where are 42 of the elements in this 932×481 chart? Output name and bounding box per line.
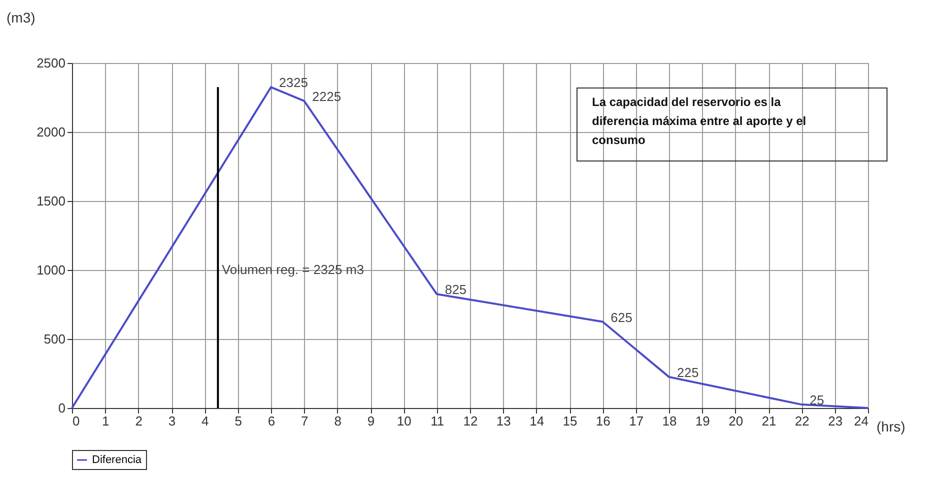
y-tick-label: 2000 xyxy=(36,124,66,140)
x-tick-label: 17 xyxy=(629,414,644,428)
data-label: 225 xyxy=(677,364,699,380)
data-label: 625 xyxy=(610,310,632,325)
data-label: 2325 xyxy=(279,75,308,90)
y-tick-label: 0 xyxy=(58,400,66,416)
x-tick-label: 5 xyxy=(234,414,242,428)
x-tick-label: 15 xyxy=(562,414,578,428)
y-tick-label: 1500 xyxy=(36,194,66,208)
x-tick-label: 7 xyxy=(301,414,308,428)
y-axis-title: (m3) xyxy=(6,10,36,26)
y-tick-label: 2500 xyxy=(36,56,66,70)
x-tick-label: 18 xyxy=(662,414,677,428)
x-tick-label: 19 xyxy=(695,414,710,428)
annotation: La capacidad del reservorio es la diferencia máxima entre al aporte y el consumo xyxy=(592,95,806,147)
x-tick-label: 2 xyxy=(135,414,142,428)
x-tick-label: 23 xyxy=(828,414,843,428)
x-tick-label: 16 xyxy=(596,414,610,428)
x-tick-label: 11 xyxy=(430,414,444,428)
x-tick-label: 0 xyxy=(72,414,80,428)
x-tick-label: 14 xyxy=(530,414,544,428)
x-tick-label: 8 xyxy=(334,414,342,428)
x-tick-label: 13 xyxy=(496,414,511,428)
y-tick-label: 500 xyxy=(44,332,66,346)
x-axis-title: (hrs) xyxy=(876,418,906,434)
annotation: Volumen reg. = 2325 m3 xyxy=(222,262,364,277)
y-tick-label: 1000 xyxy=(36,262,66,278)
x-tick-label: 4 xyxy=(202,414,209,428)
legend-label: Diferencia xyxy=(92,454,142,466)
x-tick-label: 22 xyxy=(794,414,810,428)
x-tick-label: 21 xyxy=(762,414,776,428)
x-tick-label: 12 xyxy=(463,414,478,428)
x-tick-label: 20 xyxy=(728,414,744,428)
data-label: 25 xyxy=(810,392,824,408)
x-tick-label: 6 xyxy=(268,414,276,428)
x-tick-label: 10 xyxy=(396,414,412,428)
data-label: 825 xyxy=(444,282,467,298)
x-tick-label: 3 xyxy=(168,414,176,428)
x-tick-label: 1 xyxy=(102,414,110,428)
x-tick-label: 9 xyxy=(367,414,375,428)
data-label: 2225 xyxy=(312,88,342,104)
x-tick-label: 24 xyxy=(854,414,868,428)
